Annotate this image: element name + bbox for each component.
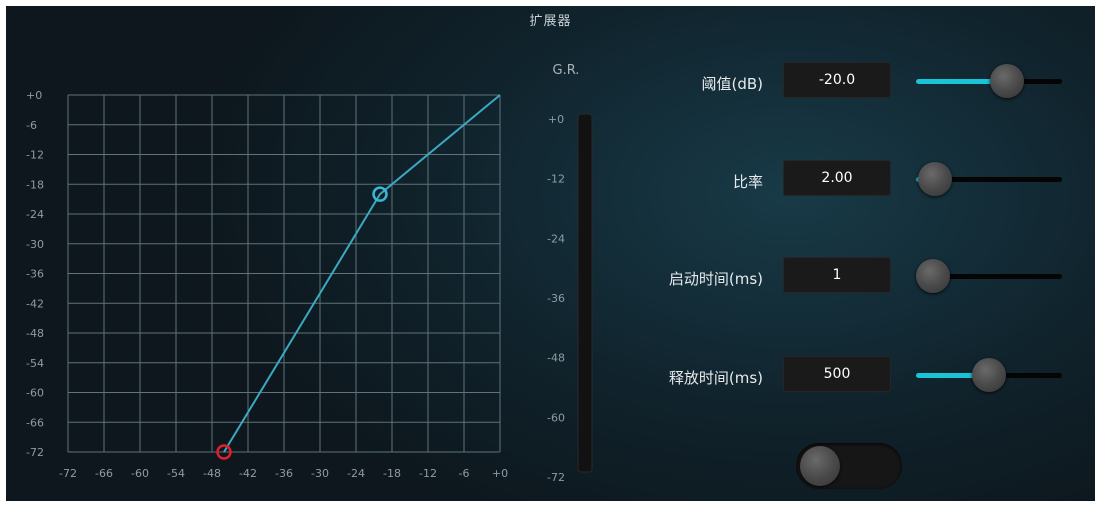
- y-tick-label: -42: [26, 297, 44, 310]
- y-tick-label: -54: [26, 357, 44, 370]
- y-tick-label: -72: [26, 446, 44, 459]
- slider-fill: [916, 79, 1007, 84]
- ratio-slider[interactable]: [916, 160, 1062, 200]
- bypass-toggle[interactable]: [796, 443, 902, 489]
- gr-meter-scale: +0 -12 -24 -36 -48 -60 -72: [547, 113, 565, 484]
- release-value-field[interactable]: 500: [783, 356, 891, 392]
- x-tick-label: -66: [95, 467, 113, 480]
- x-tick-label: -36: [275, 467, 293, 480]
- x-tick-label: -6: [459, 467, 470, 480]
- gr-tick-label: -72: [547, 471, 565, 484]
- x-tick-label: -42: [239, 467, 257, 480]
- y-tick-label: -6: [26, 119, 37, 132]
- gr-meter-bar: [577, 113, 593, 473]
- ratio-label: 比率: [732, 173, 763, 191]
- threshold-handle[interactable]: [372, 186, 388, 202]
- threshold-value-field[interactable]: -20.0: [783, 62, 891, 98]
- expander-panel: 扩展器 +0 -6 -12 -18 -24 -30 -36 -42 -48 -54 -60 -66 -7…: [6, 6, 1095, 501]
- y-tick-label: -60: [26, 387, 44, 400]
- floor-handle[interactable]: [216, 444, 232, 460]
- attack-slider[interactable]: [916, 257, 1062, 297]
- x-tick-label: -18: [383, 467, 401, 480]
- transfer-curve: [223, 94, 501, 453]
- x-tick-label: -24: [347, 467, 365, 480]
- slider-track: [916, 274, 1062, 279]
- threshold-label: 阈值(dB): [701, 75, 763, 93]
- slider-fill: [916, 373, 989, 378]
- slider-track: [916, 177, 1062, 182]
- graph-x-axis: -72 -66 -60 -54 -48 -42 -36 -30 -24 -18 -12 -6 +0: [59, 467, 508, 480]
- gain-reduction-meter: +0 -12 -24 -36 -48 -60 -72: [547, 113, 593, 484]
- y-tick-label: -12: [26, 149, 44, 162]
- gr-tick-label: -36: [547, 292, 565, 305]
- y-tick-label: -30: [26, 238, 44, 251]
- attack-label: 启动时间(ms): [668, 270, 763, 288]
- slider-knob[interactable]: [918, 162, 953, 196]
- toggle-knob[interactable]: [800, 446, 840, 486]
- x-tick-label: -54: [167, 467, 185, 480]
- gr-tick-label: -12: [547, 173, 565, 186]
- gr-tick-label: -60: [547, 411, 565, 424]
- x-tick-label: -60: [131, 467, 149, 480]
- slider-knob[interactable]: [916, 259, 950, 293]
- y-tick-label: -36: [26, 268, 44, 281]
- gr-tick-label: -48: [547, 352, 565, 365]
- slider-knob[interactable]: [989, 64, 1024, 98]
- threshold-slider[interactable]: [916, 62, 1062, 102]
- ratio-value-field[interactable]: 2.00: [783, 160, 891, 196]
- x-tick-label: -30: [311, 467, 329, 480]
- y-tick-label: -66: [26, 416, 44, 429]
- y-tick-label: +0: [26, 89, 42, 102]
- x-tick-label: -12: [419, 467, 437, 480]
- release-label: 释放时间(ms): [668, 369, 763, 387]
- panel-title: 扩展器: [529, 14, 572, 29]
- graph-y-axis: +0 -6 -12 -18 -24 -30 -36 -42 -48 -54 -60 -66 -72: [26, 89, 44, 459]
- slider-knob[interactable]: [972, 358, 1006, 392]
- y-tick-label: -18: [26, 178, 44, 191]
- release-slider[interactable]: [916, 356, 1062, 396]
- transfer-curve-graph[interactable]: +0 -6 -12 -18 -24 -30 -36 -42 -48 -54 -60 -66 -72 -7…: [6, 6, 526, 501]
- gr-tick-label: -24: [547, 232, 565, 245]
- gr-tick-label: +0: [548, 113, 564, 126]
- x-tick-label: -48: [203, 467, 221, 480]
- gr-meter-label: G.R.: [552, 63, 580, 78]
- x-tick-label: -72: [59, 467, 77, 480]
- attack-value-field[interactable]: 1: [783, 257, 891, 293]
- y-tick-label: -24: [26, 208, 44, 221]
- y-tick-label: -48: [26, 327, 44, 340]
- x-tick-label: +0: [492, 467, 508, 480]
